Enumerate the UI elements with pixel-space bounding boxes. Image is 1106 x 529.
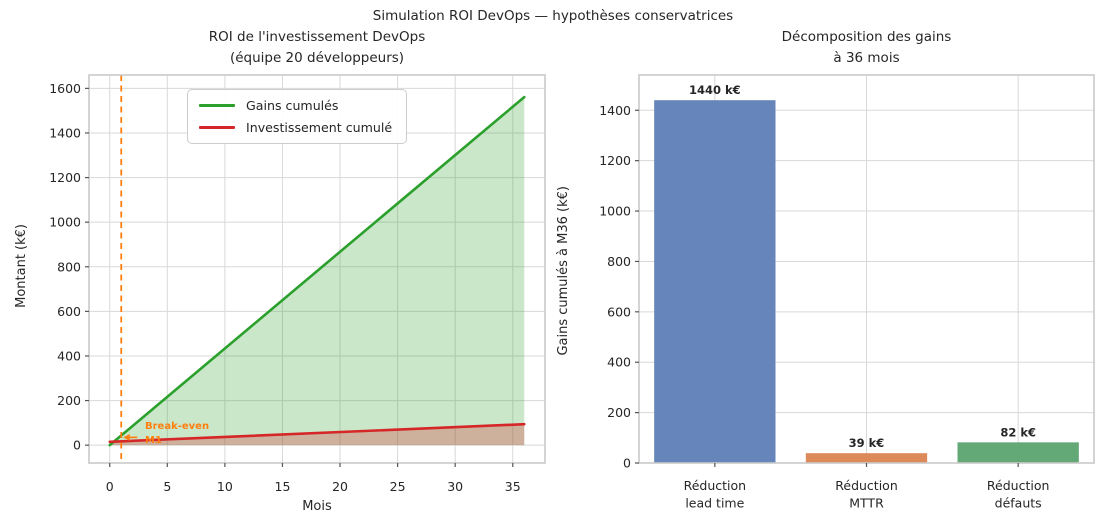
svg-text:0: 0 (623, 456, 631, 471)
svg-text:39 k€: 39 k€ (849, 436, 885, 450)
svg-text:Réduction: Réduction (987, 478, 1050, 493)
svg-text:lead time: lead time (685, 496, 744, 511)
svg-text:200: 200 (57, 393, 81, 408)
svg-text:1000: 1000 (599, 204, 631, 219)
svg-text:15: 15 (275, 479, 291, 494)
svg-text:35: 35 (505, 479, 521, 494)
gains-line-swatch (199, 104, 235, 107)
svg-text:1440 k€: 1440 k€ (689, 83, 741, 97)
svg-text:200: 200 (607, 405, 631, 420)
roi-line-chart: 0 5 10 15 20 25 30 35 0 200 400 600 800 1000 1200 1400 1… (49, 74, 546, 494)
svg-text:0: 0 (73, 438, 81, 453)
svg-text:800: 800 (607, 254, 631, 269)
svg-text:20: 20 (332, 479, 348, 494)
svg-text:1600: 1600 (49, 81, 81, 96)
svg-text:défauts: défauts (995, 496, 1042, 511)
svg-text:1400: 1400 (599, 103, 631, 118)
svg-text:1400: 1400 (49, 125, 81, 140)
svg-text:400: 400 (57, 348, 81, 363)
svg-text:5: 5 (163, 479, 171, 494)
left-chart-title-line1: ROI de l'investissement DevOps (208, 29, 426, 45)
legend: Gains cumulés Investissement cumulé (187, 89, 408, 144)
legend-item-gains: Gains cumulés (199, 98, 392, 113)
gains-bar-chart: 1440 k€ 39 k€ 82 k€ 0 200 400 600 800 1000 1200 14… (599, 74, 1095, 511)
svg-text:800: 800 (57, 259, 81, 274)
legend-label-gains: Gains cumulés (246, 98, 339, 113)
left-y-axis-label: Montant (k€) (14, 224, 29, 308)
svg-text:10: 10 (217, 479, 233, 494)
left-chart-title-line2: (équipe 20 développeurs) (229, 49, 405, 66)
svg-text:30: 30 (447, 479, 463, 494)
left-x-axis-label: Mois (302, 499, 332, 514)
breakeven-annotation: Break-even M1 (145, 420, 209, 447)
right-chart-title: Décomposition des gains à 36 mois (639, 27, 1094, 68)
svg-text:1200: 1200 (49, 170, 81, 185)
legend-label-invest: Investissement cumulé (246, 120, 393, 135)
right-chart-title-line1: Décomposition des gains (781, 29, 952, 45)
right-y-axis-label: Gains cumulés à M36 (k€) (556, 186, 571, 356)
left-chart-title: ROI de l'investissement DevOps (équipe 2… (89, 27, 545, 68)
svg-text:1000: 1000 (49, 215, 81, 230)
invest-line-swatch (199, 126, 235, 129)
svg-text:Réduction: Réduction (684, 478, 747, 493)
svg-text:0: 0 (106, 479, 114, 494)
svg-text:Réduction: Réduction (835, 478, 898, 493)
svg-text:600: 600 (607, 304, 631, 319)
svg-text:25: 25 (390, 479, 406, 494)
legend-item-invest: Investissement cumulé (199, 120, 392, 135)
svg-text:1200: 1200 (599, 153, 631, 168)
breakeven-annotation-line1: Break-even (145, 421, 210, 432)
right-chart-title-line2: à 36 mois (833, 49, 900, 66)
figure-suptitle: Simulation ROI DevOps — hypothèses conse… (372, 8, 734, 24)
svg-text:MTTR: MTTR (849, 496, 884, 511)
breakeven-annotation-line2: M1 (145, 434, 162, 446)
svg-text:600: 600 (57, 304, 81, 319)
svg-text:82 k€: 82 k€ (1000, 425, 1036, 439)
svg-text:400: 400 (607, 355, 631, 370)
